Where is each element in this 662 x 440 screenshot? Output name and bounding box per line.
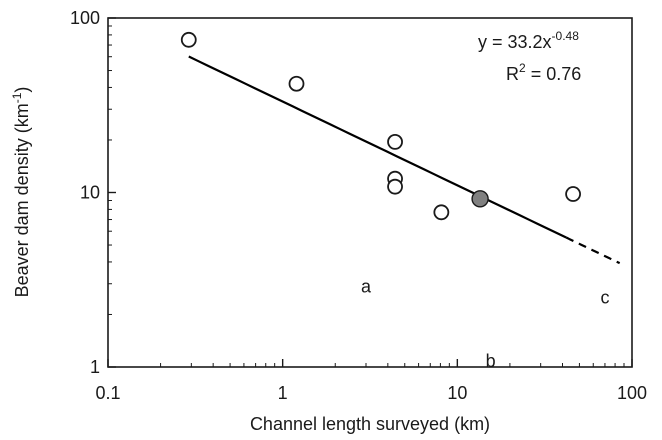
- equation-label: y = 33.2x-0.48: [478, 29, 579, 52]
- data-point-open: [565, 186, 581, 202]
- axes: 0.1 1 10 100 1 10 100: [70, 8, 647, 403]
- r-squared-sup: 2: [519, 61, 526, 75]
- y-tick-label: 1: [90, 357, 100, 377]
- chart-text: Channel length surveyed (km) Beaver dam …: [10, 29, 609, 434]
- x-tick-label: 0.1: [95, 383, 120, 403]
- x-tick-label: 100: [617, 383, 647, 403]
- x-tick-label: 1: [278, 383, 288, 403]
- y-tick-label: 100: [70, 8, 100, 28]
- data-point-open: [433, 204, 450, 221]
- data-point-open: [387, 133, 403, 150]
- annotation-label: b: [486, 351, 496, 371]
- trend-line: [188, 55, 621, 265]
- r-squared-base: R: [506, 64, 519, 84]
- x-axis-label: Channel length surveyed (km): [250, 414, 490, 434]
- annotation-label: a: [361, 276, 372, 296]
- y-axis-label-close: ): [12, 87, 32, 93]
- data-points: [180, 31, 581, 221]
- equation-text: y = 33.2x: [478, 32, 552, 52]
- r-squared-value: = 0.76: [526, 64, 582, 84]
- r-squared-label: R2 = 0.76: [506, 61, 581, 84]
- y-axis-label-text: Beaver dam density (km: [12, 103, 32, 297]
- y-axis-label-sup: -1: [10, 92, 24, 103]
- data-point-open: [180, 31, 197, 48]
- y-axis-label: Beaver dam density (km-1): [10, 87, 32, 298]
- equation-exponent: -0.48: [552, 29, 580, 43]
- data-point-open: [288, 75, 305, 92]
- data-point-filled: [471, 190, 489, 208]
- y-tick-label: 10: [80, 183, 100, 203]
- trend-line-solid: [188, 55, 567, 239]
- data-point-open: [387, 178, 403, 195]
- annotation-label: c: [600, 288, 609, 308]
- trend-line-extrapolated: [565, 236, 621, 265]
- x-tick-label: 10: [447, 383, 467, 403]
